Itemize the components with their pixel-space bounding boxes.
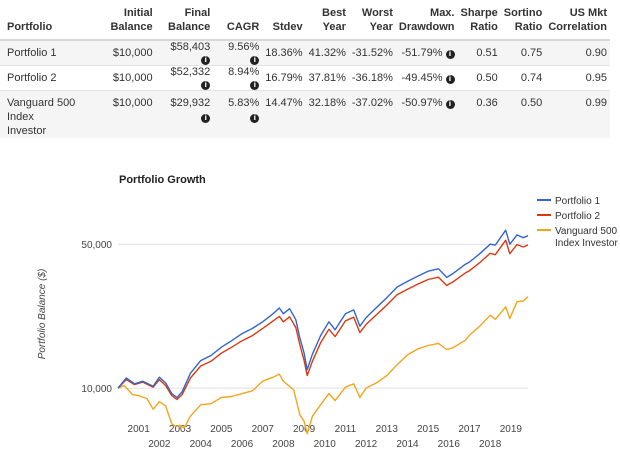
col-header-best-year: Best Year (305, 0, 349, 41)
chart-title: Portfolio Growth (119, 174, 206, 186)
x-tick-label: 2013 (376, 424, 399, 435)
sortino-ratio-cell: 0.75 (500, 39, 546, 66)
initial-balance-cell: $10,000 (107, 90, 156, 138)
x-tick-label: 2007 (252, 424, 275, 435)
y-axis-label: Portfolio Balance ($) (37, 269, 48, 360)
cagr-cell: 8.94%i (213, 65, 263, 91)
max-drawdown-cell: -51.79% i (395, 39, 458, 66)
stdev-cell: 14.47% (262, 90, 306, 138)
max-drawdown-cell: -49.45% i (395, 65, 458, 91)
stdev-cell: 16.79% (262, 65, 306, 91)
col-header-final-balance: Final Balance (155, 0, 214, 41)
col-header-worst-year: Worst Year (348, 0, 396, 41)
sharpe-ratio-cell: 0.36 (457, 90, 501, 138)
portfolio-name: Vanguard 500 Index Investor (0, 90, 108, 138)
col-header-max-drawdown: Max. Drawdown (395, 0, 458, 41)
info-circle-icon[interactable]: i (445, 50, 455, 59)
legend-label: Vanguard 500 (555, 226, 618, 237)
series-line-vanguard-500-index-investor (117, 296, 529, 435)
cagr-cell: 5.83%i (213, 90, 263, 138)
col-header-portfolio: Portfolio (0, 0, 108, 41)
portfolio-stats-table: Portfolio Initial Balance Final Balance CA… (0, 0, 610, 138)
info-circle-icon[interactable]: i (250, 81, 260, 90)
max-drawdown-cell: -50.97% i (395, 90, 458, 138)
x-tick-label: 2006 (231, 439, 254, 450)
legend-label: Index Investor (555, 238, 618, 249)
col-header-sharpe-ratio: Sharpe Ratio (457, 0, 501, 41)
x-tick-label: 2011 (335, 424, 357, 435)
us-mkt-correlation-cell: 0.90 (545, 39, 610, 66)
table-row: Portfolio 2 $10,000 $52,332i 8.94%i 16.7… (0, 65, 610, 91)
info-circle-icon[interactable]: i (201, 56, 211, 65)
col-header-stdev: Stdev (262, 0, 306, 41)
series-line-portfolio-1 (117, 229, 529, 399)
portfolio-name: Portfolio 2 (0, 65, 108, 91)
final-balance-cell: $29,932i (155, 90, 214, 138)
initial-balance-cell: $10,000 (107, 65, 156, 91)
table-row: Portfolio 1 $10,000 $58,403i 9.56%i 18.3… (0, 39, 610, 66)
table-header-row: Portfolio Initial Balance Final Balance CA… (0, 0, 610, 41)
x-tick-label: 2018 (479, 439, 502, 450)
worst-year-cell: -36.18% (348, 65, 396, 91)
x-tick-label: 2014 (396, 439, 419, 450)
y-tick-label: 10,000 (81, 384, 112, 395)
best-year-cell: 32.18% (305, 90, 349, 138)
y-tick-label: 50,000 (81, 240, 112, 251)
info-circle-icon[interactable]: i (201, 114, 211, 123)
info-circle-icon[interactable]: i (201, 81, 211, 90)
x-tick-label: 2008 (272, 439, 295, 450)
x-tick-label: 2001 (128, 424, 151, 435)
x-tick-label: 2002 (148, 439, 171, 450)
x-tick-label: 2004 (190, 439, 213, 450)
x-tick-label: 2003 (169, 424, 192, 435)
x-tick-label: 2015 (417, 424, 440, 435)
sharpe-ratio-cell: 0.51 (457, 39, 501, 66)
cagr-cell: 9.56%i (213, 39, 263, 66)
legend-label: Portfolio 1 (555, 196, 600, 207)
sharpe-ratio-cell: 0.50 (457, 65, 501, 91)
x-tick-label: 2016 (438, 439, 461, 450)
us-mkt-correlation-cell: 0.99 (545, 90, 610, 138)
final-balance-cell: $52,332i (155, 65, 214, 91)
x-tick-label: 2010 (314, 439, 337, 450)
info-circle-icon[interactable]: i (445, 100, 455, 109)
final-balance-cell: $58,403i (155, 39, 214, 66)
x-tick-label: 2009 (293, 424, 316, 435)
series-line-portfolio-2 (117, 239, 529, 401)
worst-year-cell: -31.52% (348, 39, 396, 66)
portfolio-name: Portfolio 1 (0, 39, 108, 66)
table-row: Vanguard 500 Index Investor $10,000 $29,9… (0, 90, 610, 138)
worst-year-cell: -37.02% (348, 90, 396, 138)
sortino-ratio-cell: 0.74 (500, 65, 546, 91)
col-header-cagr: CAGR (213, 0, 263, 41)
info-circle-icon[interactable]: i (250, 56, 260, 65)
best-year-cell: 41.32% (305, 39, 349, 66)
info-circle-icon[interactable]: i (250, 114, 260, 123)
x-tick-label: 2005 (210, 424, 233, 435)
initial-balance-cell: $10,000 (107, 39, 156, 66)
col-header-us-mkt-correlation: US Mkt Correlation (545, 0, 610, 41)
legend-label: Portfolio 2 (555, 211, 600, 222)
x-tick-label: 2012 (355, 439, 378, 450)
sortino-ratio-cell: 0.50 (500, 90, 546, 138)
info-circle-icon[interactable]: i (445, 75, 455, 84)
us-mkt-correlation-cell: 0.95 (545, 65, 610, 91)
x-tick-label: 2017 (458, 424, 481, 435)
x-tick-label: 2019 (500, 424, 523, 435)
col-header-initial-balance: Initial Balance (107, 0, 156, 41)
best-year-cell: 37.81% (305, 65, 349, 91)
stdev-cell: 18.36% (262, 39, 306, 66)
col-header-sortino-ratio: Sortino Ratio (500, 0, 546, 41)
